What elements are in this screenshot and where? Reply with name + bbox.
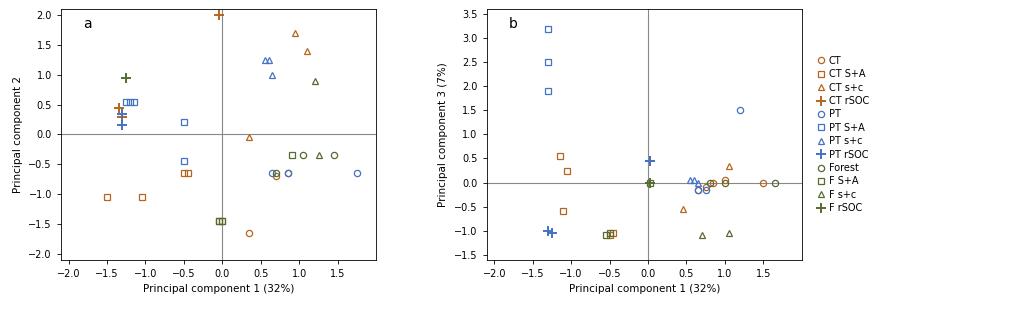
Y-axis label: Principal component 2: Principal component 2 bbox=[13, 76, 22, 193]
X-axis label: Principal component 1 (32%): Principal component 1 (32%) bbox=[143, 284, 294, 294]
Y-axis label: Principal component 3 (7%): Principal component 3 (7%) bbox=[438, 62, 449, 207]
Text: a: a bbox=[83, 17, 91, 31]
X-axis label: Principal component 1 (32%): Principal component 1 (32%) bbox=[568, 284, 720, 294]
Text: b: b bbox=[509, 17, 518, 31]
Legend: CT, CT S+A, CT s+c, CT rSOC, PT, PT S+A, PT s+c, PT rSOC, Forest, F S+A, F s+c, : CT, CT S+A, CT s+c, CT rSOC, PT, PT S+A,… bbox=[813, 52, 873, 217]
